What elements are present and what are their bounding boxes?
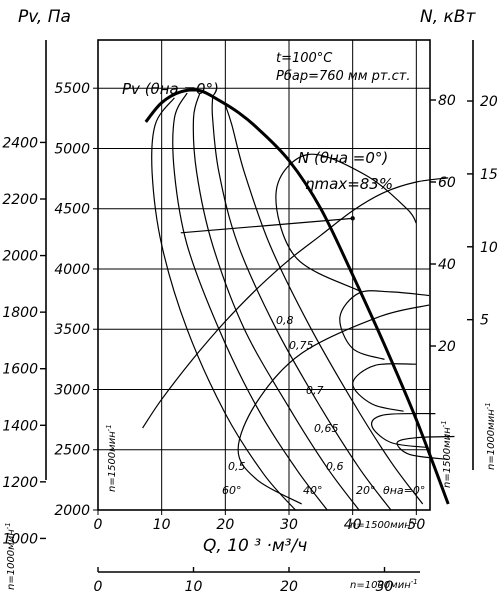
- pv1500-tick-label-5500: 5500: [54, 81, 90, 97]
- pv1000-tick-label-1800: 1800: [2, 305, 38, 321]
- efficiency-contour-6: [237, 304, 430, 505]
- q1000-tick-label-0: 0: [94, 579, 103, 595]
- grid-lines: [98, 40, 430, 510]
- q1500-tick-label-10: 10: [153, 517, 171, 533]
- pv1500-tick-label-2000: 2000: [54, 503, 90, 519]
- eff-label-0-5: 0,5: [228, 460, 246, 473]
- pv1000-tick-label-1400: 1400: [2, 418, 38, 434]
- rpm-label-inner-right: n=1500мин-1: [440, 420, 453, 488]
- rpm-label-x-1000: n=1000мин-1: [350, 578, 418, 591]
- q1500-tick-label-20: 20: [216, 517, 234, 533]
- n-axis-title: N, кВт: [420, 7, 476, 27]
- pv1000-tick-label-2200: 2200: [2, 192, 38, 208]
- blade-angle-curve-2: [172, 92, 328, 511]
- series-line-3: [180, 217, 353, 234]
- n1000-tick-label-15: 15: [480, 167, 498, 183]
- eff-label-0-65: 0,65: [314, 422, 339, 435]
- n1000-tick-label-10: 10: [480, 240, 498, 256]
- efficiency-contour-4: [370, 412, 436, 448]
- angle-label-40: 40°: [303, 484, 323, 497]
- q1000-tick-label-30: 30: [376, 579, 394, 595]
- pv1000-tick-label-1200: 1200: [2, 475, 38, 491]
- efficiency-contour-1: [275, 153, 417, 292]
- blade-angle-curve-1: [151, 97, 296, 511]
- pv1500-tick-label-4000: 4000: [54, 262, 90, 278]
- rpm-label-x-1500: n=1500мин-1: [350, 518, 418, 531]
- series-line-1: [144, 88, 450, 505]
- eta-max-label: ηmax=83%: [305, 175, 393, 193]
- n1500-tick-label-60: 60: [438, 175, 456, 191]
- pv-axis-title: Pv, Па: [18, 7, 71, 27]
- angle-label-20: 20°: [356, 484, 376, 497]
- pv1500-tick-label-2500: 2500: [54, 443, 90, 459]
- rpm-label-inner-left: n=1500мин-1: [105, 424, 118, 492]
- eff-label-0-7: 0,7: [306, 384, 324, 397]
- blade-angle-curve-5: [224, 104, 424, 505]
- q1500-tick-label-0: 0: [94, 517, 103, 533]
- pv1000-tick-label-2400: 2400: [2, 135, 38, 151]
- n1500-tick-label-40: 40: [438, 257, 456, 273]
- svg-text:n=1500мин-1: n=1500мин-1: [105, 424, 118, 492]
- q-axis-title: Q, 10 ³ ·м³/ч: [203, 536, 307, 556]
- rpm-label-right-axis: n=1000мин-1: [484, 402, 497, 470]
- series-line-2: [142, 177, 449, 429]
- pv-series-label: Pv (θна =0°): [122, 80, 219, 98]
- n1000-tick-label-5: 5: [480, 313, 489, 329]
- axis-ticks: [40, 87, 473, 572]
- blade-angle-curve-3: [192, 92, 360, 511]
- angle-label-0: θна=0°: [383, 484, 425, 497]
- n1500-tick-label-80: 80: [438, 93, 456, 109]
- plot-frame: [97, 39, 431, 511]
- svg-text:n=1000мин-1: n=1000мин-1: [484, 402, 497, 470]
- q1500-tick-label-50: 50: [407, 517, 425, 533]
- pv1500-tick-label-3000: 3000: [54, 382, 90, 398]
- eta-max-point: [350, 216, 355, 221]
- q1000-tick-label-10: 10: [185, 579, 203, 595]
- main-series: [142, 88, 450, 505]
- pv1000-tick-label-2000: 2000: [2, 249, 38, 265]
- eff-label-0-8: 0,8: [276, 314, 294, 327]
- n-series-label: N (θна =0°): [298, 149, 388, 167]
- pv1000-tick-label-1000: 1000: [2, 531, 38, 547]
- pv1000-tick-label-1600: 1600: [2, 362, 38, 378]
- condition-temperature: t=100°C: [276, 51, 333, 66]
- condition-pressure: Pбар=760 мм рт.ст.: [276, 69, 410, 84]
- efficiency-contour-5: [396, 435, 455, 460]
- n1000-tick-label-20: 20: [480, 94, 498, 110]
- efficiency-contours: [237, 153, 455, 505]
- rpm-label-left-axis: n=1000мин-1: [4, 522, 17, 590]
- angle-label-60: 60°: [222, 484, 242, 497]
- efficiency-contour-3: [352, 363, 417, 412]
- svg-text:n=1500мин-1: n=1500мин-1: [440, 420, 453, 488]
- n1500-tick-label-20: 20: [438, 339, 456, 355]
- pv1500-tick-label-3500: 3500: [54, 322, 90, 338]
- axis-tick-labels: 2000250030003500400045005000550010001200…: [2, 81, 498, 595]
- q1000-tick-label-20: 20: [280, 579, 298, 595]
- pv1500-tick-label-5000: 5000: [54, 141, 90, 157]
- svg-text:n=1000мин-1: n=1000мин-1: [4, 522, 17, 590]
- efficiency-contour-2: [339, 290, 430, 360]
- q1500-tick-label-30: 30: [280, 517, 298, 533]
- eff-label-0-6: 0,6: [326, 460, 344, 473]
- blade-angle-curves: [151, 92, 424, 511]
- eff-label-0-75: 0,75: [289, 339, 314, 352]
- q1500-tick-label-40: 40: [344, 517, 362, 533]
- blade-angle-curve-4: [211, 97, 392, 511]
- pv1500-tick-label-4500: 4500: [54, 202, 90, 218]
